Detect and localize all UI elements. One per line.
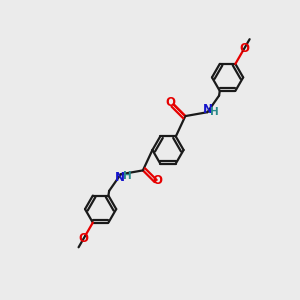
Text: O: O [153,174,163,187]
Text: O: O [239,42,249,55]
Text: H: H [123,171,132,181]
Text: H: H [210,106,219,117]
Text: N: N [202,103,212,116]
Text: O: O [165,96,175,110]
Text: O: O [79,232,89,245]
Text: N: N [115,171,125,184]
